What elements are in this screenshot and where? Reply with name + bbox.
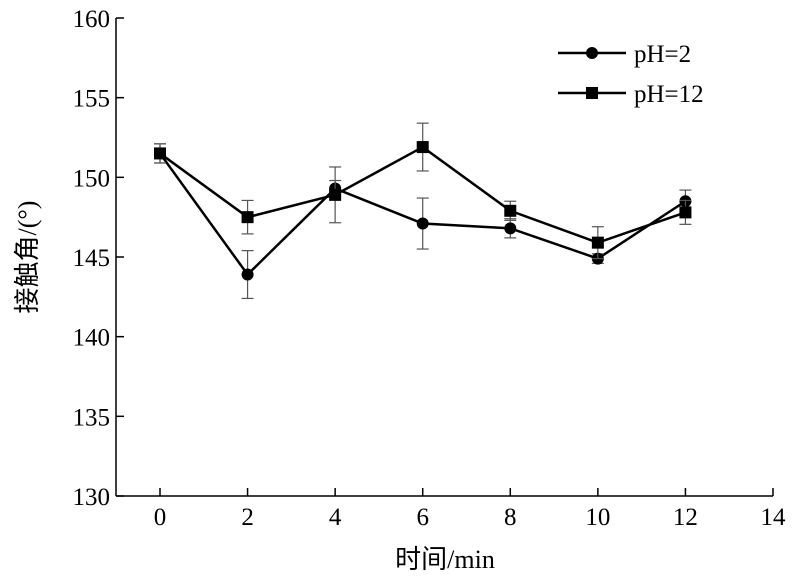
legend: pH=2 pH=12 (558, 41, 704, 108)
legend-marker (586, 87, 598, 99)
x-tick-label: 14 (761, 504, 787, 531)
axes: 130 135 140 145 150 155 160 0 2 4 6 8 10 12 14 (73, 6, 787, 531)
x-tick-label: 8 (504, 504, 517, 531)
data-point (679, 206, 692, 219)
data-point (504, 204, 517, 217)
legend-label: pH=2 (634, 41, 691, 68)
data-point (591, 236, 604, 249)
y-tick-label: 140 (73, 325, 111, 352)
data-point (329, 188, 342, 201)
x-tick-label: 12 (673, 504, 698, 531)
data-point (416, 217, 429, 230)
x-tick-label: 0 (154, 504, 167, 531)
x-tick-label: 4 (329, 504, 342, 531)
data-point (416, 141, 429, 154)
y-tick-label: 155 (73, 86, 111, 113)
data-point (241, 211, 254, 224)
data-point (154, 147, 166, 160)
x-tick-label: 10 (585, 504, 610, 531)
data-point (504, 222, 517, 235)
legend-marker (586, 47, 598, 59)
legend-label: pH=12 (634, 81, 704, 108)
data-marks (154, 122, 692, 300)
y-tick-label: 130 (73, 484, 111, 511)
data-point (241, 268, 254, 281)
x-tick-label: 6 (416, 504, 429, 531)
y-tick-label: 145 (73, 245, 111, 272)
series-pH=12 (154, 122, 692, 260)
x-axis-label: 时间/min (395, 545, 495, 574)
y-axis-label: 接触角/(°) (13, 201, 42, 314)
y-tick-label: 150 (73, 165, 111, 192)
x-tick-label: 2 (241, 504, 254, 531)
y-tick-label: 160 (73, 6, 111, 33)
y-tick-label: 135 (73, 404, 111, 431)
